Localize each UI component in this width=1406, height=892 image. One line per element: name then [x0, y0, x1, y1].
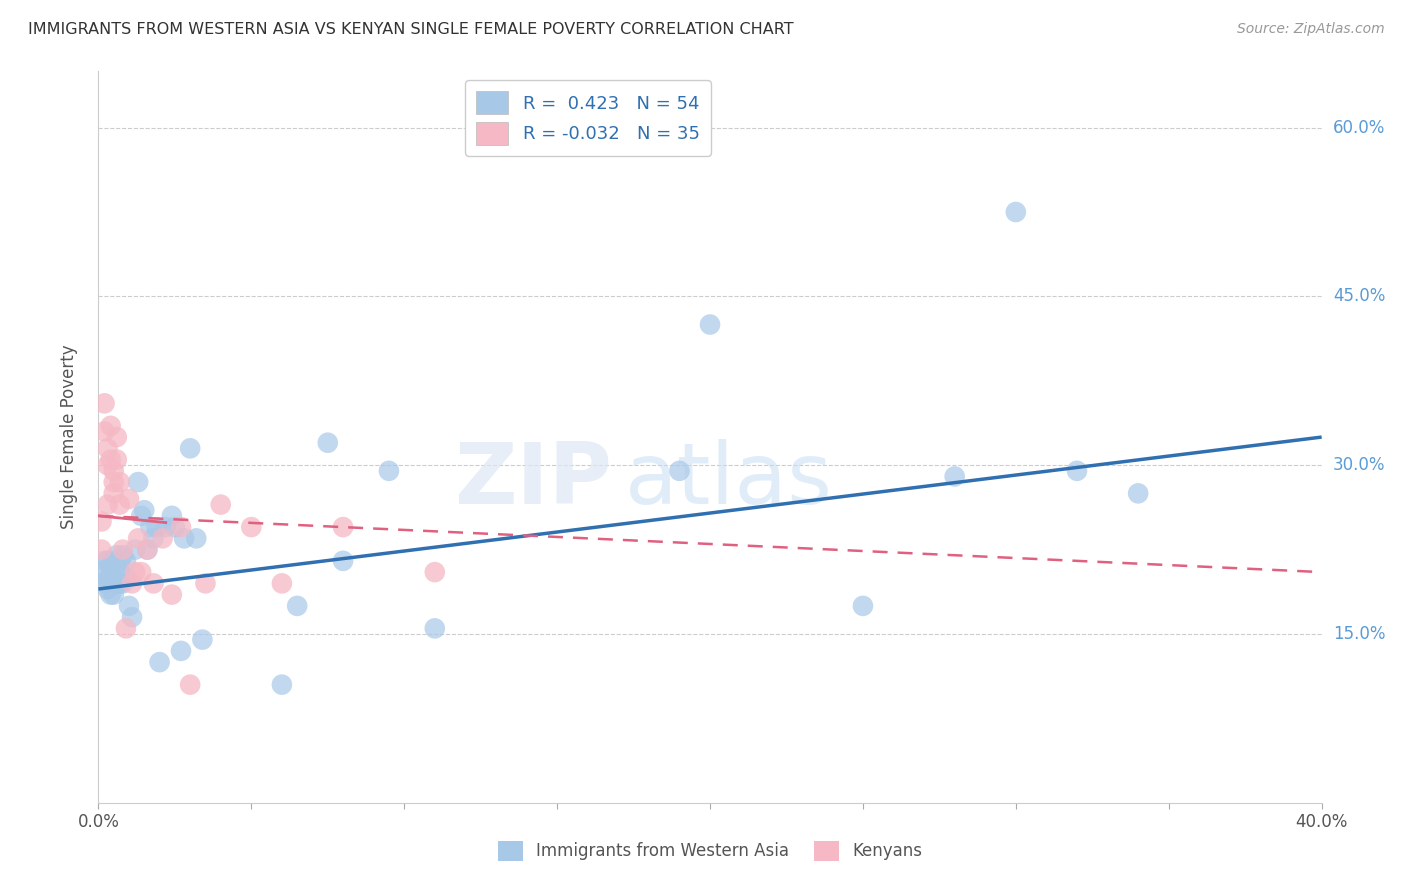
- Text: 60.0%: 60.0%: [1333, 119, 1385, 136]
- Text: Source: ZipAtlas.com: Source: ZipAtlas.com: [1237, 22, 1385, 37]
- Point: [97, 442, 120, 456]
- Point: [191, 632, 214, 647]
- Point: [160, 508, 183, 523]
- Point: [105, 571, 128, 585]
- Legend: Immigrants from Western Asia, Kenyans: Immigrants from Western Asia, Kenyans: [491, 834, 929, 868]
- Point: [170, 520, 193, 534]
- Point: [103, 486, 125, 500]
- Point: [668, 464, 690, 478]
- Point: [97, 498, 120, 512]
- Point: [103, 464, 125, 478]
- Point: [90, 542, 112, 557]
- Point: [163, 520, 186, 534]
- Point: [103, 554, 125, 568]
- Point: [852, 599, 875, 613]
- Point: [943, 469, 966, 483]
- Point: [1004, 205, 1026, 219]
- Point: [105, 576, 128, 591]
- Point: [316, 435, 339, 450]
- Point: [152, 532, 174, 546]
- Point: [121, 610, 143, 624]
- Point: [115, 621, 138, 635]
- Point: [97, 554, 120, 568]
- Point: [285, 599, 308, 613]
- Point: [100, 559, 122, 574]
- Point: [100, 452, 122, 467]
- Point: [145, 520, 167, 534]
- Point: [240, 520, 263, 534]
- Point: [100, 571, 122, 585]
- Point: [93, 576, 115, 591]
- Point: [97, 571, 120, 585]
- Point: [136, 542, 159, 557]
- Point: [179, 442, 201, 456]
- Point: [93, 425, 115, 439]
- Point: [332, 554, 354, 568]
- Point: [332, 520, 354, 534]
- Point: [139, 520, 162, 534]
- Point: [100, 418, 122, 433]
- Text: IMMIGRANTS FROM WESTERN ASIA VS KENYAN SINGLE FEMALE POVERTY CORRELATION CHART: IMMIGRANTS FROM WESTERN ASIA VS KENYAN S…: [28, 22, 794, 37]
- Text: atlas: atlas: [624, 440, 832, 523]
- Point: [270, 576, 292, 591]
- Point: [103, 571, 125, 585]
- Point: [129, 508, 152, 523]
- Point: [699, 318, 721, 332]
- Text: 30.0%: 30.0%: [1333, 456, 1385, 475]
- Point: [129, 565, 152, 579]
- Point: [118, 599, 141, 613]
- Point: [423, 621, 446, 635]
- Point: [93, 554, 115, 568]
- Point: [121, 576, 143, 591]
- Text: ZIP: ZIP: [454, 440, 612, 523]
- Point: [142, 532, 165, 546]
- Point: [108, 576, 131, 591]
- Point: [97, 458, 120, 473]
- Point: [105, 452, 128, 467]
- Point: [100, 588, 122, 602]
- Y-axis label: Single Female Poverty: Single Female Poverty: [59, 345, 77, 529]
- Point: [103, 475, 125, 489]
- Text: 45.0%: 45.0%: [1333, 287, 1385, 305]
- Point: [134, 503, 156, 517]
- Point: [115, 554, 138, 568]
- Point: [149, 655, 172, 669]
- Point: [111, 576, 134, 591]
- Point: [155, 520, 177, 534]
- Point: [118, 491, 141, 506]
- Point: [124, 542, 146, 557]
- Point: [108, 565, 131, 579]
- Point: [105, 430, 128, 444]
- Text: 15.0%: 15.0%: [1333, 625, 1385, 643]
- Point: [142, 576, 165, 591]
- Point: [270, 678, 292, 692]
- Point: [97, 582, 120, 596]
- Point: [209, 498, 232, 512]
- Point: [378, 464, 401, 478]
- Point: [111, 548, 134, 562]
- Point: [127, 532, 149, 546]
- Point: [136, 542, 159, 557]
- Point: [105, 548, 128, 562]
- Point: [93, 396, 115, 410]
- Point: [179, 678, 201, 692]
- Point: [111, 542, 134, 557]
- Point: [1066, 464, 1088, 478]
- Point: [127, 475, 149, 489]
- Point: [90, 515, 112, 529]
- Point: [103, 588, 125, 602]
- Point: [160, 588, 183, 602]
- Point: [108, 554, 131, 568]
- Point: [170, 644, 193, 658]
- Point: [423, 565, 446, 579]
- Point: [124, 565, 146, 579]
- Point: [115, 571, 138, 585]
- Point: [194, 576, 217, 591]
- Point: [108, 498, 131, 512]
- Point: [108, 475, 131, 489]
- Point: [186, 532, 208, 546]
- Point: [90, 565, 112, 579]
- Point: [1128, 486, 1150, 500]
- Point: [173, 532, 195, 546]
